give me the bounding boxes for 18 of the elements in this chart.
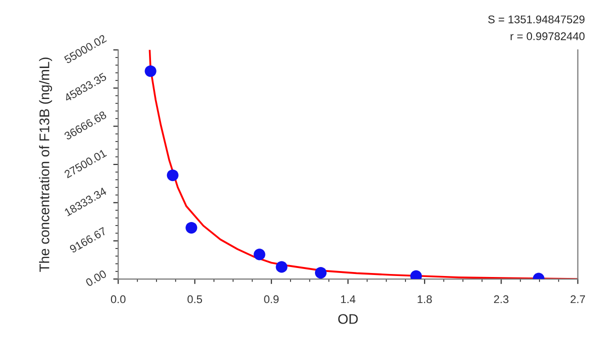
x-tick-label: 2.7 xyxy=(570,295,585,304)
x-tick-label: 0.0 xyxy=(110,295,126,304)
x-tick-label: 0.9 xyxy=(264,295,279,304)
text: r = 0.99782440 xyxy=(510,32,585,40)
point xyxy=(276,261,288,273)
y-axis-title: The concentration of F13B (ng/mL) xyxy=(39,58,52,272)
x-axis-title: OD xyxy=(338,314,358,324)
x-tick-label: 0.5 xyxy=(188,295,202,304)
x-tick-label: 1.8 xyxy=(418,295,432,304)
x-tick-label: 2.3 xyxy=(494,295,508,304)
y-tick-label: 0.00 xyxy=(85,270,108,287)
text: S = 1351.94847529 xyxy=(488,15,584,24)
point xyxy=(254,248,266,260)
point xyxy=(144,65,156,77)
x-tick-label: 1.4 xyxy=(341,295,356,304)
point xyxy=(314,266,327,279)
point xyxy=(166,169,178,182)
point xyxy=(186,222,198,234)
